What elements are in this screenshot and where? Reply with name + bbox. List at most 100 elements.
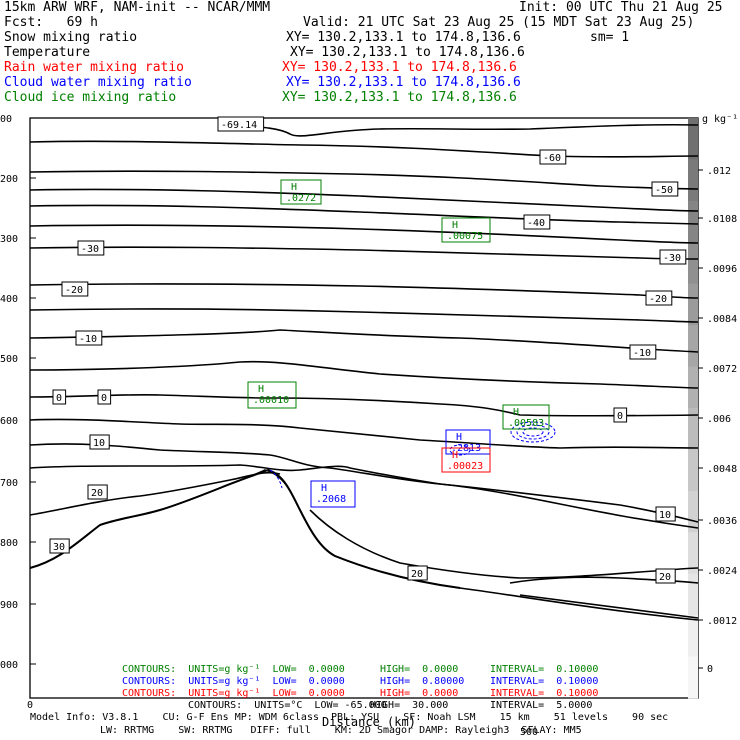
field-name-temp: Temperature [4,45,91,60]
y-tick-label: 00 [0,114,12,125]
colorbar-swatch [688,490,698,533]
y-axis-ticks: 00 200 300 400 500 600 700 800 900 000 [0,114,36,671]
valid-time: Valid: 21 UTC Sat 23 Aug 25 (15 MDT Sat … [303,15,695,30]
max-box-letter: H [258,384,264,395]
max-box-value: .2068 [316,494,346,505]
colorbar-tick-label: .0084 [707,314,737,325]
colorbar: g kg⁻¹ .012 .0108 .0096 .0084 .0072 .006 .0048.… [688,114,738,699]
temperature-labels: -69.14 -60 -50 -40 -30 -30 -20 -20 -10 -10 0 0 0 10 10… [49,116,687,584]
temperature-label: -60 [543,153,561,164]
y-tick-label: 900 [0,600,18,611]
temperature-label: -10 [79,334,97,345]
colorbar-unit: g kg⁻¹ [702,114,738,125]
temperature-label: -69.14 [221,120,257,131]
field-xy-cloudice: XY= 130.2,133.1 to 174.8,136.6 [282,90,517,105]
max-box-letter: H [291,182,297,193]
field-xy-rain: XY= 130.2,133.1 to 174.8,136.6 [282,60,517,75]
colorbar-tick-label: .0072 [707,364,737,375]
temperature-label-box [523,214,551,230]
contour-info-temp-interval: INTERVAL= 5.0000 [490,700,593,711]
temperature-label-box [97,389,112,405]
y-tick-label: 000 [0,660,18,671]
temperature-label: 10 [93,438,105,449]
max-box [280,179,322,205]
y-tick-label: 600 [0,416,18,427]
colorbar-swatch [688,283,698,326]
maximum-value-boxes: H.0272H.00075H.00010H.00583H.2813H.00023… [247,179,550,508]
temperature-label-box [539,149,567,165]
colorbar-tick-label: .0036 [707,516,737,527]
temperature-label: -30 [81,244,99,255]
temperature-label: -20 [65,285,83,296]
colorbar-tick-label: .0108 [707,214,737,225]
temperature-label: -40 [527,218,545,229]
max-box [247,381,297,409]
temperature-contours [29,123,699,621]
y-tick-label: 500 [0,354,18,365]
temperature-label: 10 [659,510,671,521]
cloud-water-contours [269,421,556,489]
colorbar-swatch [688,573,698,616]
field-name-cloudice: Cloud ice mixing ratio [4,90,177,105]
contour-info-temp-high: HIGH= 30.000 [370,700,449,711]
contour-info-cloudwater-high: HIGH= 0.80000 [380,676,465,687]
temperature-label-box [75,330,103,346]
temperature-label: 0 [56,393,62,404]
max-box [441,217,491,243]
max-box-letter: H [321,483,327,494]
contour-info-rain-interval: INTERVAL= 0.10000 [490,688,599,699]
max-box-value: .00583 [508,418,544,429]
max-box-value: .00010 [253,395,289,406]
max-box [445,429,491,455]
colorbar-swatch [688,118,698,160]
colorbar-swatch [688,656,698,699]
temperature-label: -20 [649,294,667,305]
colorbar-tick-label: .006 [707,414,731,425]
temperature-label: -10 [633,348,651,359]
max-box-letter: H [456,432,462,443]
contour-info-cloudice-interval: INTERVAL= 0.10000 [490,664,599,675]
init-time: Init: 00 UTC Thu 21 Aug 25 [519,0,723,15]
max-box-value: .00075 [447,231,483,242]
y-tick-label: 200 [0,174,18,185]
temperature-label-box [659,249,687,265]
temperature-label-box [217,116,265,132]
colorbar-tick-label: .012 [707,166,731,177]
x-axis-ticks: 0 500 [27,700,538,738]
colorbar-swatch [688,200,698,243]
colorbar-swatch [688,159,698,202]
temperature-label-box [655,506,676,522]
temperature-label: 0 [101,393,107,404]
y-tick-label: 400 [0,294,18,305]
temperature-label-box [87,484,108,500]
forecast-hour: Fcst: 69 h [4,15,98,30]
colorbar-swatch [688,449,698,492]
max-box [310,480,356,508]
model-title: 15km ARW WRF, NAM-init -- NCAR/MMM [4,0,271,15]
colorbar-tick-label: .0048 [707,464,737,475]
colorbar-swatch [688,242,698,285]
x-tick-500: 500 [520,727,538,738]
contour-info-cloudice-high: HIGH= 0.0000 [380,664,459,675]
temperature-label-box [629,344,657,360]
model-info-line2: LW: RRTMG SW: RRTMG DIFF: full KM: 2D Sm… [100,725,582,736]
colorbar-tick-label: .0024 [707,566,737,577]
colorbar-swatch [688,408,698,450]
max-box-letter: H [452,450,458,461]
temperature-label-box [52,389,67,405]
contour-info-rain: CONTOURS: UNITS=g kg⁻¹ LOW= 0.0000 [122,688,345,699]
colorbar-tick-label: .0012 [707,616,737,627]
terrain-line [29,468,461,589]
colorbar-tick-label: 0 [707,664,713,675]
y-tick-label: 700 [0,478,18,489]
x-axis-label: Distance (km) [322,715,416,729]
x-tick-0: 0 [27,700,33,711]
max-box-value: .00023 [447,461,483,472]
field-xy-snow: XY= 130.2,133.1 to 174.8,136.6 [286,30,521,45]
contour-info-cloudice: CONTOURS: UNITS=g kg⁻¹ LOW= 0.0000 [122,664,345,675]
temperature-label: 20 [659,572,671,583]
field-xy-cloudwater: XY= 130.2,133.1 to 174.8,136.6 [286,75,521,90]
temperature-label-box [655,568,676,584]
colorbar-swatch [688,325,698,368]
